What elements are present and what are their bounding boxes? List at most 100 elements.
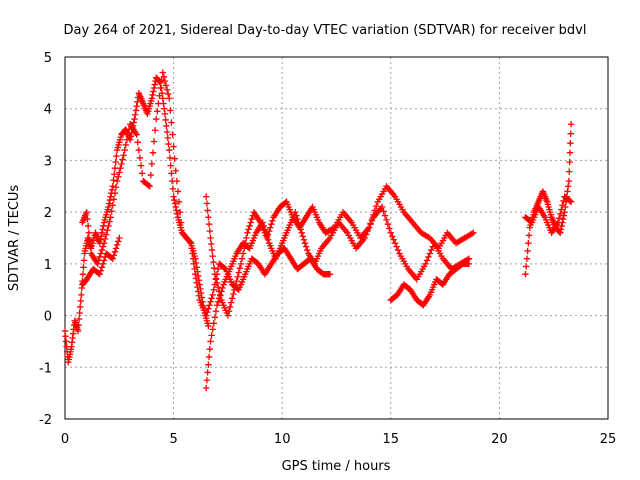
data-point [522, 263, 530, 270]
data-point [111, 164, 119, 172]
data-point [214, 298, 222, 305]
data-point [115, 238, 122, 245]
data-point [296, 222, 303, 230]
data-point [150, 88, 157, 95]
data-point [262, 229, 270, 237]
data-point [297, 226, 304, 233]
data-point [107, 214, 114, 221]
data-point [121, 146, 128, 154]
data-point [216, 295, 223, 302]
data-point [122, 141, 130, 149]
data-point [235, 269, 242, 276]
data-point [104, 227, 111, 234]
data-point [192, 275, 200, 282]
data-point [261, 226, 269, 233]
data-point [269, 217, 276, 224]
data-point [193, 279, 200, 287]
data-point [113, 241, 121, 249]
data-point [169, 131, 176, 138]
data-point [176, 208, 184, 216]
data-point [211, 281, 219, 288]
plot-frame [64, 56, 609, 420]
data-point [247, 219, 254, 226]
data-point [203, 200, 211, 207]
data-point [84, 215, 91, 223]
data-point [79, 271, 87, 278]
data-point [167, 162, 174, 169]
data-point [137, 162, 145, 169]
data-point [105, 222, 112, 230]
data-point [111, 171, 118, 178]
data-point [209, 252, 216, 260]
data-point [567, 198, 575, 205]
data-point [393, 243, 400, 250]
x-tick-label: 25 [600, 432, 617, 447]
data-point [267, 224, 274, 231]
data-point [361, 234, 368, 242]
data-point [99, 260, 107, 268]
data-point [112, 245, 120, 252]
data-point [109, 255, 116, 262]
data-point [559, 215, 567, 223]
data-point [100, 257, 108, 264]
y-axis-label: SDTVAR / TECUs [7, 185, 22, 292]
data-point [99, 243, 107, 250]
data-point [148, 95, 156, 102]
data-point [147, 171, 154, 179]
data-point [525, 232, 533, 239]
data-point [204, 207, 211, 214]
data-point [522, 271, 529, 278]
data-point [111, 189, 119, 197]
data-point [168, 170, 175, 177]
data-point [119, 156, 126, 163]
data-point [558, 206, 565, 213]
data-point [218, 288, 225, 295]
data-point [555, 214, 563, 222]
data-point [159, 95, 166, 102]
data-point [559, 202, 566, 209]
data-point [390, 236, 397, 243]
data-point [189, 250, 196, 257]
data-point [112, 183, 120, 191]
data-point [187, 239, 195, 247]
data-point [381, 212, 389, 219]
data-point [225, 308, 233, 315]
data-point [162, 116, 169, 124]
data-point [205, 361, 212, 368]
data-point [383, 216, 390, 224]
data-point [167, 107, 174, 114]
data-point [259, 219, 266, 226]
data-point [208, 332, 215, 339]
data-point [195, 288, 202, 295]
data-point [96, 253, 103, 261]
data-point [154, 108, 161, 115]
x-tick-label: 10 [274, 432, 291, 447]
data-point [566, 168, 573, 175]
data-point [300, 236, 308, 243]
data-point [244, 229, 251, 237]
data-point [178, 219, 185, 226]
data-point [124, 131, 132, 138]
data-point [293, 212, 300, 219]
data-point [233, 277, 240, 285]
data-point [94, 260, 101, 268]
data-point [165, 140, 172, 148]
data-point [157, 84, 164, 92]
data-point [138, 170, 146, 177]
x-tick-label: 5 [169, 432, 177, 447]
data-point [123, 136, 131, 143]
data-point [101, 235, 109, 243]
y-tick-label: -2 [39, 413, 52, 428]
x-tick-label: 20 [491, 432, 508, 447]
data-point [567, 121, 575, 128]
data-point [133, 102, 140, 110]
data-point [566, 149, 574, 156]
data-point [172, 167, 179, 174]
data-point [368, 217, 376, 224]
data-point [378, 203, 386, 211]
data-point [210, 258, 217, 266]
data-point [202, 384, 210, 392]
data-point [170, 193, 177, 200]
data-point [213, 302, 221, 309]
data-point [326, 271, 334, 278]
